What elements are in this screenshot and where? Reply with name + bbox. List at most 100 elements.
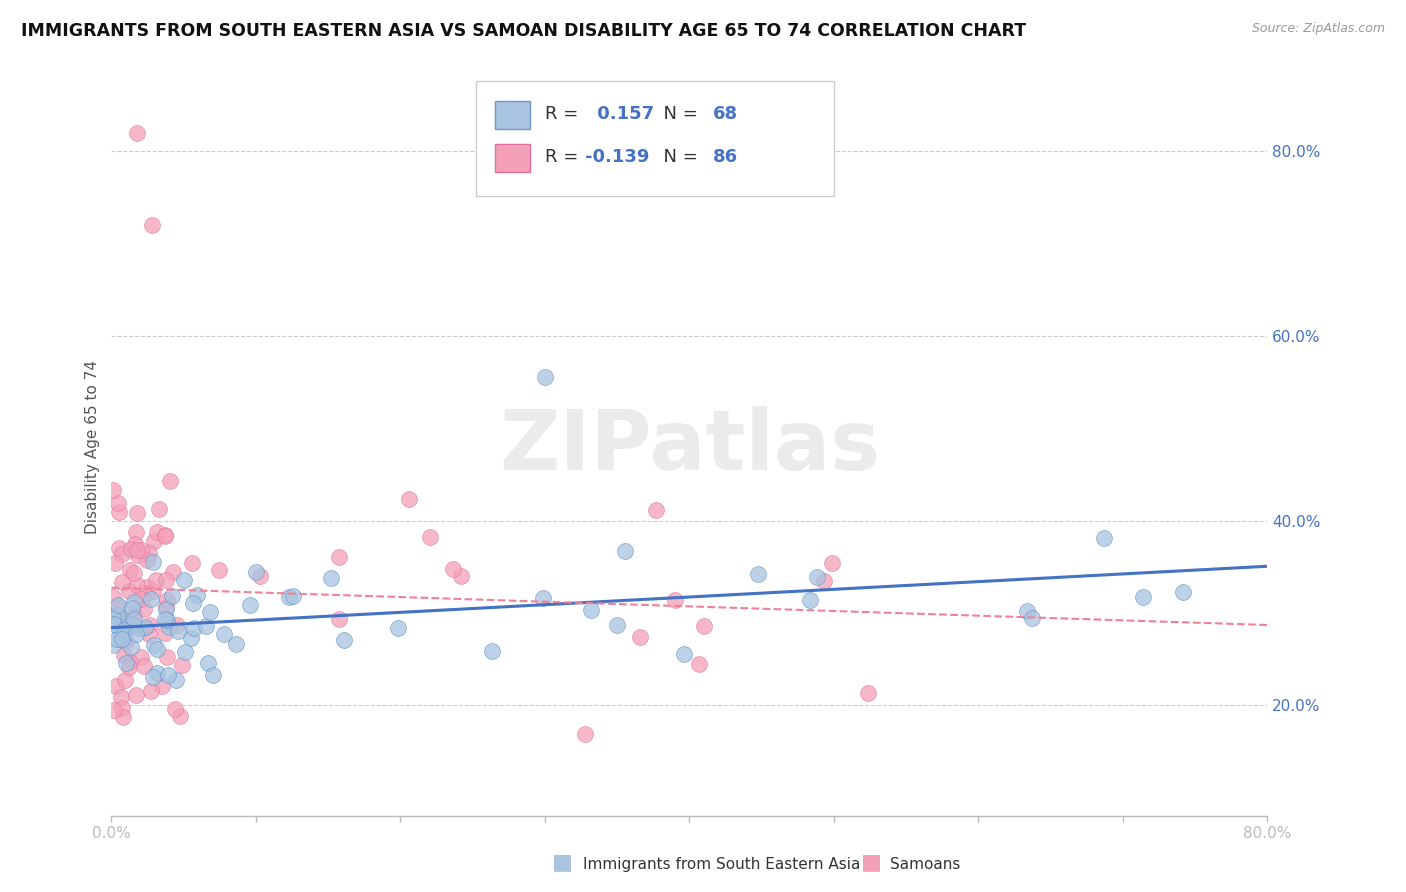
Point [1015,604,1038,618]
Point [112,648,135,662]
Point [111,574,134,589]
Point [664,593,686,607]
Point [127,507,149,521]
Point [200,605,222,619]
Point [441,561,464,575]
FancyBboxPatch shape [475,81,834,195]
Point [111,547,134,561]
Point [122,611,145,625]
Point [141,218,163,232]
Point [132,658,155,673]
Point [606,618,628,632]
Point [534,370,557,384]
Point [134,602,156,616]
Point [202,667,225,681]
Point [142,555,165,569]
Text: -0.139: -0.139 [585,148,650,166]
Point [127,621,149,635]
Point [117,584,139,599]
Point [103,557,125,571]
Point [118,563,141,577]
Point [153,528,176,542]
Point [821,556,844,570]
Text: 68: 68 [713,105,738,123]
Point [419,530,441,544]
Point [155,528,177,542]
Point [135,587,157,601]
Point [155,650,177,665]
Point [328,550,350,565]
Point [157,667,180,681]
Point [155,600,177,615]
Point [148,501,170,516]
Point [249,569,271,583]
Point [156,613,179,627]
Point [799,592,821,607]
Point [105,607,128,622]
Point [127,126,149,140]
Point [110,625,132,640]
Point [122,595,145,609]
Point [120,655,142,669]
Point [146,642,169,657]
Point [628,630,651,644]
Point [111,632,134,646]
Point [169,708,191,723]
Point [107,541,129,555]
Point [122,566,145,580]
Point [208,563,231,577]
Point [127,578,149,592]
Point [121,600,143,615]
Point [136,553,159,567]
Point [101,483,124,497]
Point [225,637,247,651]
Point [170,658,193,673]
Text: R =: R = [546,105,583,123]
Point [114,673,136,687]
Text: R =: R = [546,148,583,166]
Point [129,591,152,606]
Point [146,524,169,539]
Point [155,573,177,587]
Point [139,684,162,698]
Text: ■: ■ [553,853,572,872]
Point [159,474,181,488]
Point [145,666,167,681]
Point [112,629,135,643]
Point [105,632,128,646]
Y-axis label: Disability Age 65 to 74: Disability Age 65 to 74 [86,359,100,533]
Text: IMMIGRANTS FROM SOUTH EASTERN ASIA VS SAMOAN DISABILITY AGE 65 TO 74 CORRELATION: IMMIGRANTS FROM SOUTH EASTERN ASIA VS SA… [21,22,1026,40]
Point [112,623,135,637]
Point [107,599,129,613]
Point [104,679,127,693]
Point [118,659,141,673]
Point [114,635,136,649]
Point [194,619,217,633]
Point [574,726,596,740]
Point [101,612,124,626]
Point [145,574,167,588]
Point [120,542,142,557]
Point [398,491,420,506]
Point [180,556,202,570]
Text: N =: N = [652,105,704,123]
Text: 0.157: 0.157 [591,105,654,123]
Point [212,627,235,641]
Point [319,571,342,585]
Point [1092,531,1115,545]
Point [142,670,165,684]
Point [186,588,208,602]
Text: ZIPatlas: ZIPatlas [499,406,880,487]
Point [101,638,124,652]
Point [160,590,183,604]
Point [115,656,138,670]
Point [142,534,165,549]
Point [124,537,146,551]
Point [450,569,472,583]
Point [125,688,148,702]
Point [163,701,186,715]
Point [813,574,835,589]
Point [125,626,148,640]
Point [1173,585,1195,599]
Point [138,546,160,560]
